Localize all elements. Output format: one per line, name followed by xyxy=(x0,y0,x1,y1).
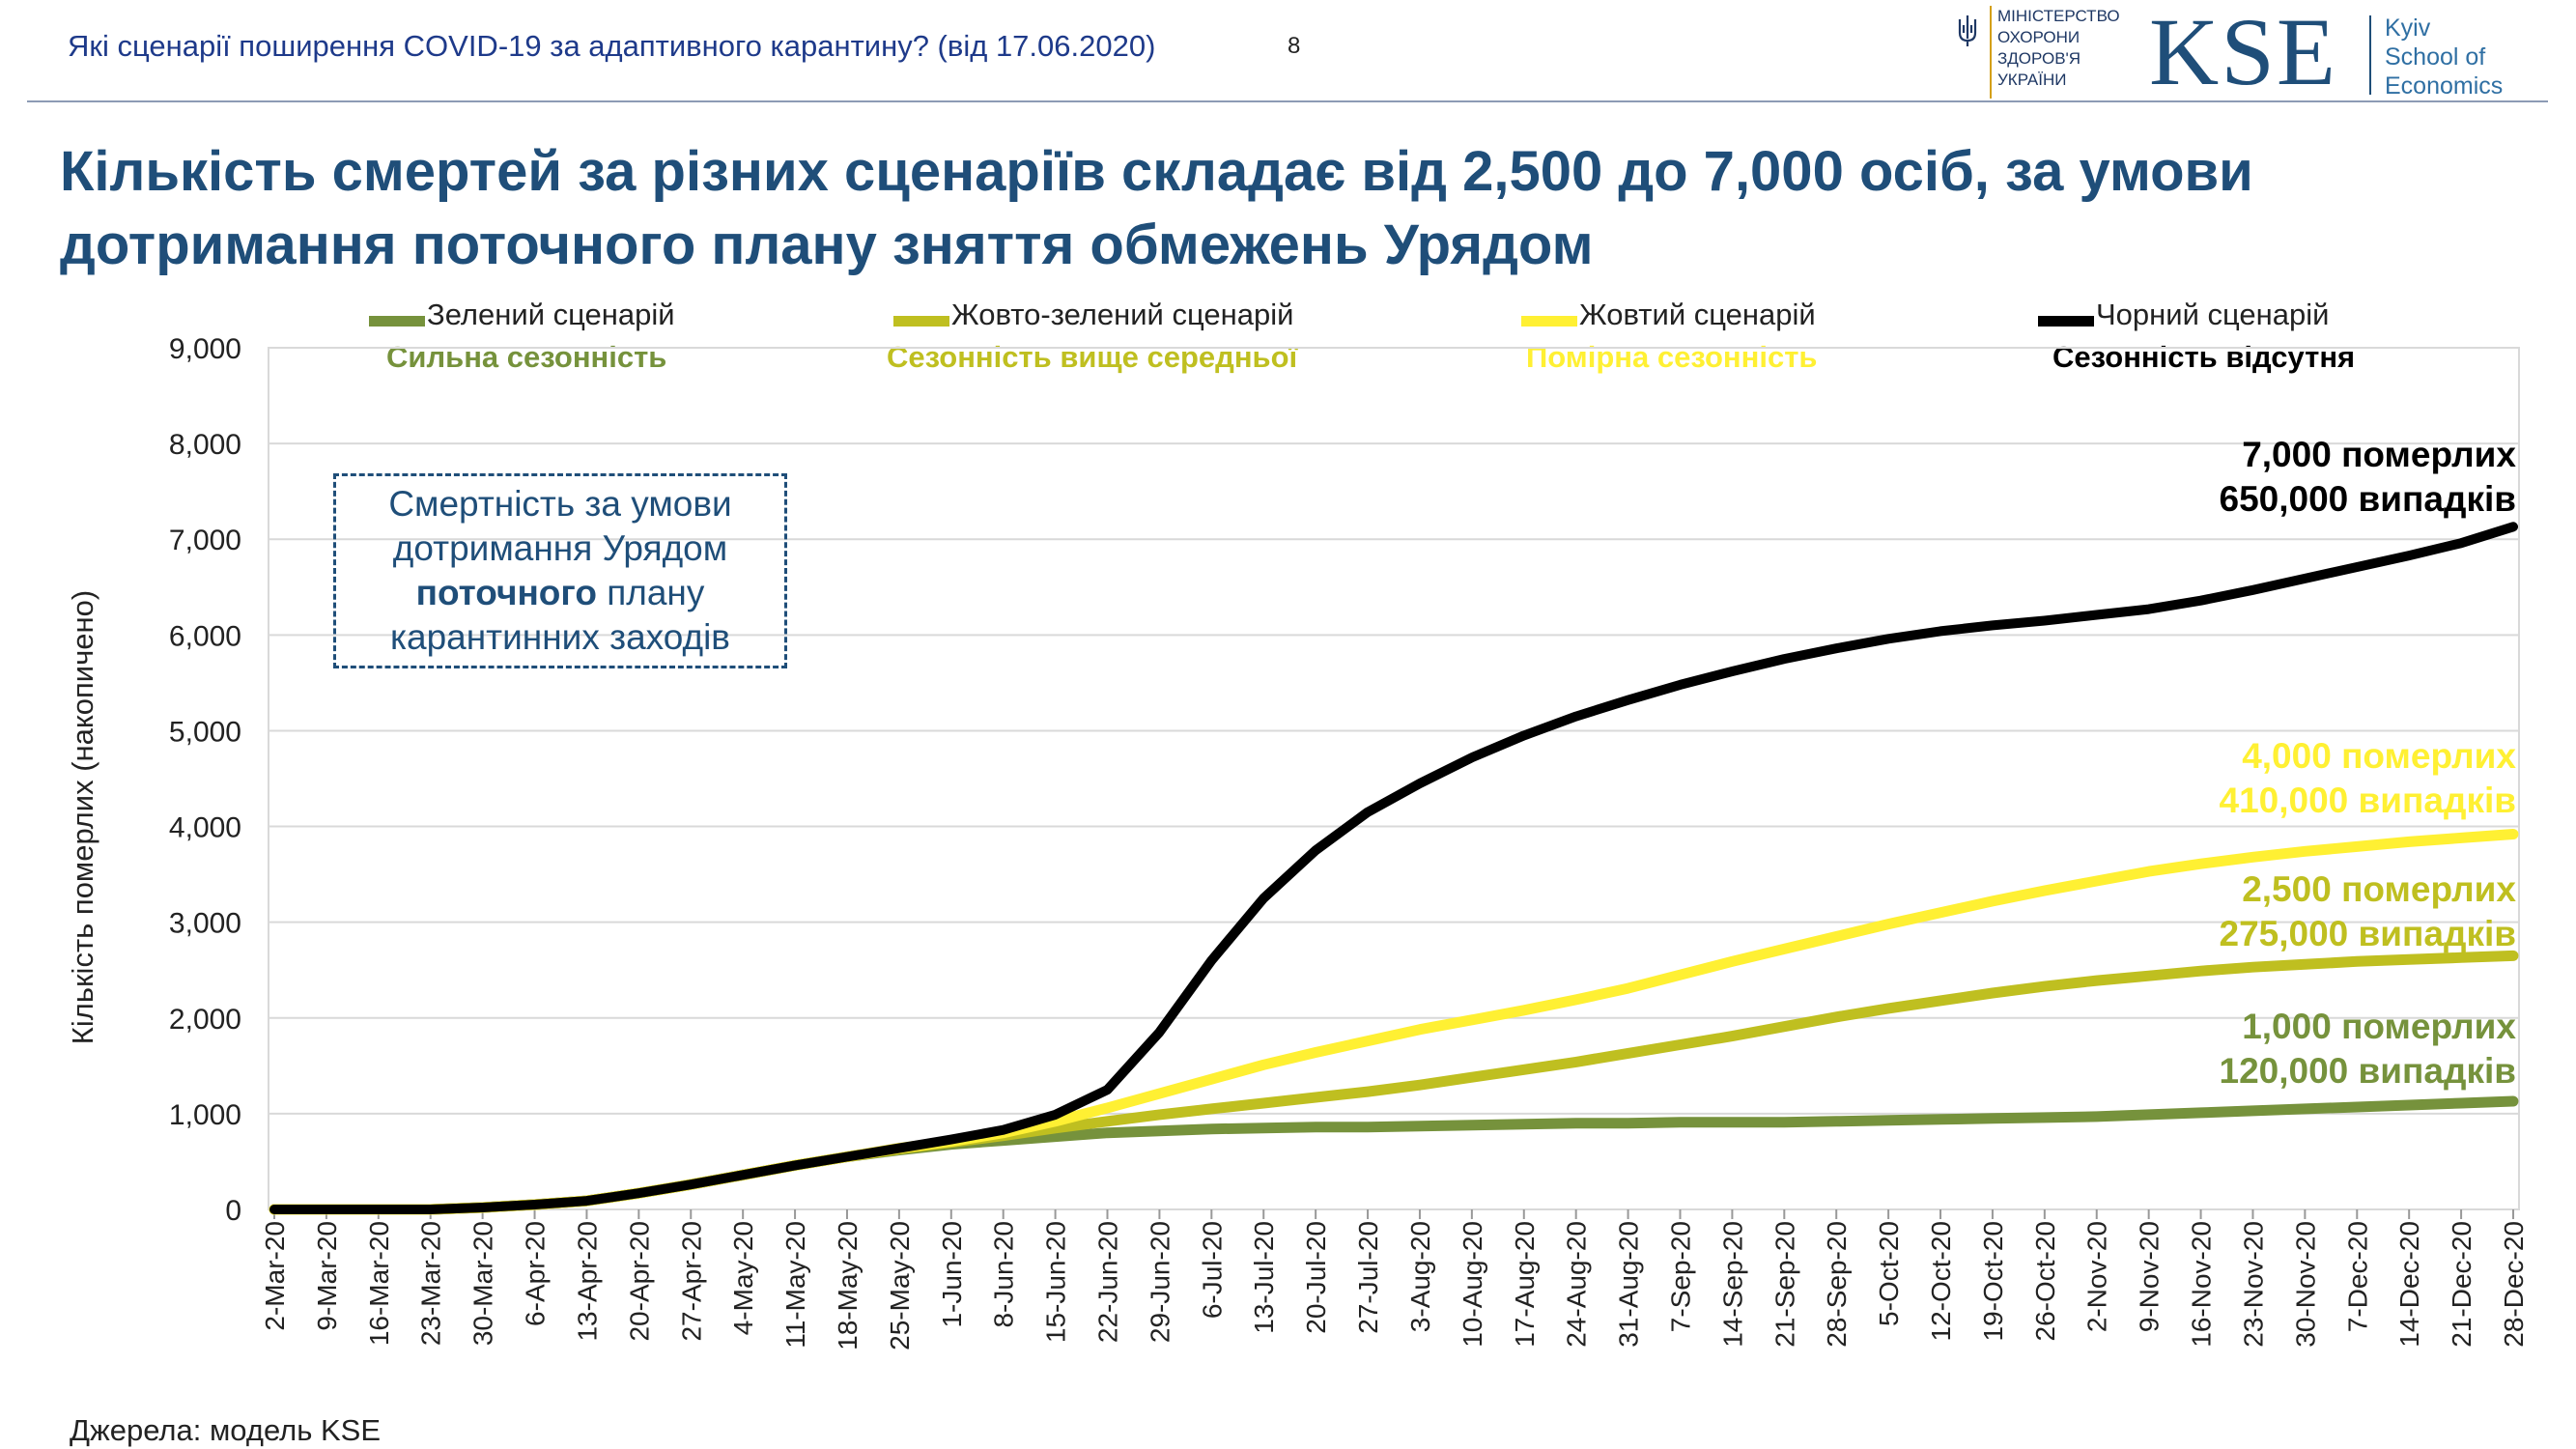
x-tick-label: 7-Dec-20 xyxy=(2342,1221,2372,1332)
x-tick-label: 12-Oct-20 xyxy=(1926,1221,1956,1342)
kse-logo: KSE Kyiv School of Economics xyxy=(2149,4,2555,100)
annotation-green: 1,000 померлих 120,000 випадків xyxy=(2219,1007,2516,1091)
legend-item-black: Чорний сценарій xyxy=(2096,298,2330,331)
y-tick-label: 2,000 xyxy=(169,1004,241,1036)
annotation-black: 7,000 померлих 650,000 випадків xyxy=(2219,435,2516,519)
x-tick-label: 21-Sep-20 xyxy=(1769,1221,1799,1348)
x-tick-label: 9-Nov-20 xyxy=(2135,1221,2165,1332)
x-tick-label: 2-Nov-20 xyxy=(2082,1221,2112,1332)
x-tick-label: 19-Oct-20 xyxy=(1978,1221,2008,1342)
legend-desc-black: Сезонність відсутня xyxy=(2052,340,2356,374)
kse-divider xyxy=(2369,15,2371,95)
x-tick-label: 30-Nov-20 xyxy=(2290,1221,2320,1348)
y-tick-label: 1,000 xyxy=(169,1099,241,1131)
x-tick-label: 10-Aug-20 xyxy=(1458,1221,1487,1348)
slide-title: Кількість смертей за різних сценаріїв ск… xyxy=(60,140,2253,276)
x-tick-label: 13-Apr-20 xyxy=(572,1221,602,1342)
kse-mark: KSE xyxy=(2149,0,2337,105)
y-tick-label: 9,000 xyxy=(169,333,241,365)
x-tick-label: 6-Apr-20 xyxy=(521,1221,551,1326)
y-tick-label: 7,000 xyxy=(169,525,241,556)
header-subtitle: Які сценарії поширення COVID-19 за адапт… xyxy=(68,29,1156,63)
x-tick-label: 5-Oct-20 xyxy=(1874,1221,1904,1326)
legend-desc-yellow: Помірна сезонність xyxy=(1526,340,1818,374)
x-tick-label: 14-Dec-20 xyxy=(2394,1221,2424,1348)
x-tick-label: 17-Aug-20 xyxy=(1510,1221,1540,1348)
x-tick-label: 6-Jul-20 xyxy=(1197,1221,1227,1319)
x-tick-label: 28-Sep-20 xyxy=(1822,1221,1852,1348)
x-tick-label: 8-Jun-20 xyxy=(989,1221,1019,1328)
x-tick-label: 23-Nov-20 xyxy=(2238,1221,2268,1348)
legend-swatch-green xyxy=(369,316,425,327)
x-tick-label: 21-Dec-20 xyxy=(2447,1221,2477,1348)
legend-swatch-black xyxy=(2038,316,2094,327)
x-tick-label: 4-May-20 xyxy=(728,1221,758,1335)
x-tick-label: 2-Mar-20 xyxy=(260,1221,290,1331)
legend-item-yellow-green: Жовто-зелений сценарій xyxy=(951,298,1294,331)
legend-item-yellow: Жовтий сценарій xyxy=(1579,298,1816,331)
legend-desc-green: Сильна сезонність xyxy=(386,340,667,374)
x-tick-label: 27-Apr-20 xyxy=(676,1221,706,1342)
y-axis-label: Кількість померлих (накопичено) xyxy=(66,590,99,1044)
x-tick-label: 14-Sep-20 xyxy=(1717,1221,1747,1348)
x-tick-label: 20-Apr-20 xyxy=(624,1221,654,1342)
trident-icon xyxy=(1958,15,1977,46)
series-line-4 xyxy=(269,522,2518,1214)
x-tick-label: 23-Mar-20 xyxy=(416,1221,446,1346)
x-tick-label: 16-Mar-20 xyxy=(364,1221,394,1346)
x-tick-label: 28-Dec-20 xyxy=(2499,1221,2529,1348)
legend-swatch-yellow-green xyxy=(893,316,949,327)
ministry-logo: Міністерство охорони здоров'я України xyxy=(1956,6,2120,99)
x-tick-label: 3-Aug-20 xyxy=(1405,1221,1435,1332)
y-tick-label: 4,000 xyxy=(169,812,241,844)
annotation-yellow: 4,000 померлих 410,000 випадків xyxy=(2219,736,2516,820)
x-tick-label: 7-Sep-20 xyxy=(1665,1221,1695,1332)
x-tick-label: 13-Jul-20 xyxy=(1249,1221,1279,1334)
x-tick-label: 16-Nov-20 xyxy=(2187,1221,2217,1348)
government-plan-note: Смертність за умови дотримання Урядом по… xyxy=(333,473,787,668)
y-tick-label: 0 xyxy=(225,1195,241,1227)
ministry-name: Міністерство охорони здоров'я України xyxy=(1990,6,2120,99)
series-line-2 xyxy=(269,950,2519,1215)
legend-swatch-yellow xyxy=(1521,316,1577,327)
series-line-3 xyxy=(269,829,2519,1215)
header-divider xyxy=(27,100,2548,102)
x-tick-label: 29-Jun-20 xyxy=(1145,1221,1175,1343)
y-tick-label: 3,000 xyxy=(169,908,241,940)
x-tick-label: 18-May-20 xyxy=(833,1221,863,1350)
x-tick-label: 25-May-20 xyxy=(885,1221,915,1350)
x-tick-label: 11-May-20 xyxy=(780,1221,810,1349)
x-tick-label: 31-Aug-20 xyxy=(1614,1221,1644,1348)
page-number: 8 xyxy=(1288,33,1301,59)
y-tick-label: 5,000 xyxy=(169,716,241,748)
source-note: Джерела: модель KSE xyxy=(70,1413,382,1447)
y-tick-label: 6,000 xyxy=(169,620,241,652)
x-tick-label: 30-Mar-20 xyxy=(468,1221,498,1346)
legend-desc-yellow-green: Сезонність вище середньої xyxy=(887,340,1298,374)
x-tick-label: 1-Jun-20 xyxy=(937,1221,967,1328)
x-tick-label: 20-Jul-20 xyxy=(1301,1221,1331,1334)
x-tick-label: 26-Oct-20 xyxy=(2030,1221,2060,1342)
annotation-yellow-green: 2,500 померлих 275,000 випадків xyxy=(2219,869,2516,953)
x-tick-label: 22-Jun-20 xyxy=(1093,1221,1123,1343)
x-tick-label: 15-Jun-20 xyxy=(1041,1221,1071,1343)
legend-item-green: Зелений сценарій xyxy=(427,298,675,331)
x-tick-label: 24-Aug-20 xyxy=(1562,1221,1592,1348)
y-tick-label: 8,000 xyxy=(169,429,241,461)
x-tick-label: 27-Jul-20 xyxy=(1353,1221,1383,1334)
x-tick-label: 9-Mar-20 xyxy=(312,1221,342,1331)
kse-name: Kyiv School of Economics xyxy=(2385,14,2504,99)
